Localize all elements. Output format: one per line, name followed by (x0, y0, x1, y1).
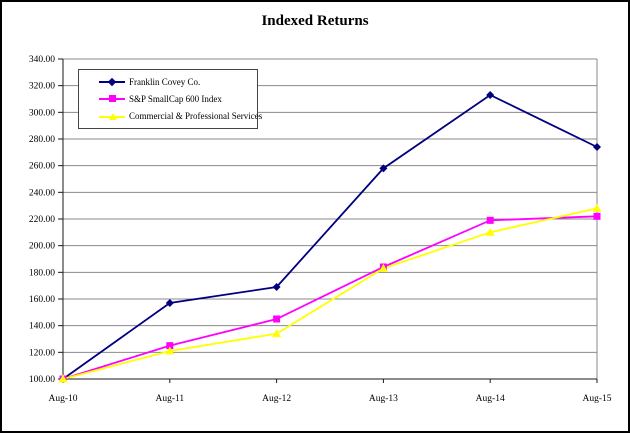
data-marker-diamond (593, 143, 601, 151)
legend-sample-line-triangle-icon (99, 112, 125, 121)
data-marker-diamond (486, 91, 495, 99)
y-tick-label: 180.00 (29, 268, 55, 278)
x-tick-label: Aug-13 (369, 394, 398, 404)
y-tick-label: 300.00 (29, 108, 55, 118)
legend-entry-commercial-professional: Commercial & Professional Services (99, 109, 262, 123)
data-marker-triangle (165, 346, 175, 355)
y-tick-label: 340.00 (29, 55, 55, 65)
y-tick-label: 160.00 (29, 295, 55, 305)
x-tick-label: Aug-10 (48, 394, 77, 404)
series-line-s-p-smallcap-600-index (62, 215, 598, 380)
legend-entry-franklin-covey: Franklin Covey Co. (99, 75, 257, 89)
y-tick-label: 140.00 (29, 322, 55, 332)
data-marker-square (593, 212, 601, 220)
x-tick-label: Aug-12 (262, 394, 291, 404)
legend-label: S&P SmallCap 600 Index (129, 93, 222, 104)
data-marker-triangle (378, 263, 388, 272)
y-tick-label: 240.00 (29, 188, 55, 198)
legend-entry-sp-smallcap: S&P SmallCap 600 Index (99, 92, 257, 106)
series-line-commercial-professional-services (62, 207, 598, 380)
y-tick-label: 120.00 (29, 348, 55, 358)
x-tick-label: Aug-14 (476, 394, 505, 404)
y-tick-label: 260.00 (29, 162, 55, 172)
y-tick-label: 100.00 (29, 375, 55, 385)
chart-title: Indexed Returns (261, 13, 369, 29)
data-marker-square (486, 216, 494, 224)
x-tick-label: Aug-15 (582, 394, 611, 404)
legend-sample-line-square-icon (99, 94, 125, 103)
data-marker-square (273, 315, 281, 323)
legend: Franklin Covey Co. S&P SmallCap 600 Inde… (78, 69, 262, 129)
y-tick-label: 220.00 (29, 215, 55, 225)
legend-label: Franklin Covey Co. (129, 76, 201, 87)
data-marker-square (166, 342, 174, 350)
data-marker-triangle (592, 203, 602, 212)
legend-sample-line-diamond-icon (99, 77, 125, 87)
data-marker-triangle (485, 227, 495, 236)
y-tick-label: 200.00 (29, 242, 55, 252)
legend-label: Commercial & Professional Services (129, 111, 263, 122)
series-line-franklin-covey-co (62, 93, 598, 380)
data-marker-diamond (165, 299, 174, 307)
data-marker-triangle (272, 329, 282, 338)
y-tick-label: 280.00 (29, 135, 55, 145)
x-tick-label: Aug-11 (155, 394, 184, 404)
data-marker-diamond (379, 164, 388, 173)
data-marker-triangle (58, 374, 68, 383)
data-marker-diamond (272, 283, 281, 291)
y-tick-label: 320.00 (29, 82, 55, 92)
